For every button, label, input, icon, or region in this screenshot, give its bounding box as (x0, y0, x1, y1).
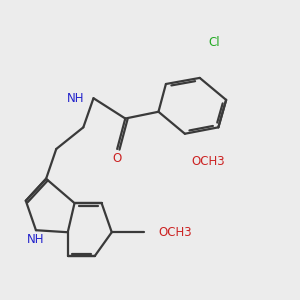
Text: OCH3: OCH3 (191, 155, 225, 168)
Text: OCH3: OCH3 (158, 226, 192, 239)
Text: NH: NH (27, 233, 45, 246)
Text: NH: NH (67, 92, 84, 105)
Text: O: O (112, 152, 122, 165)
Text: Cl: Cl (208, 36, 220, 49)
